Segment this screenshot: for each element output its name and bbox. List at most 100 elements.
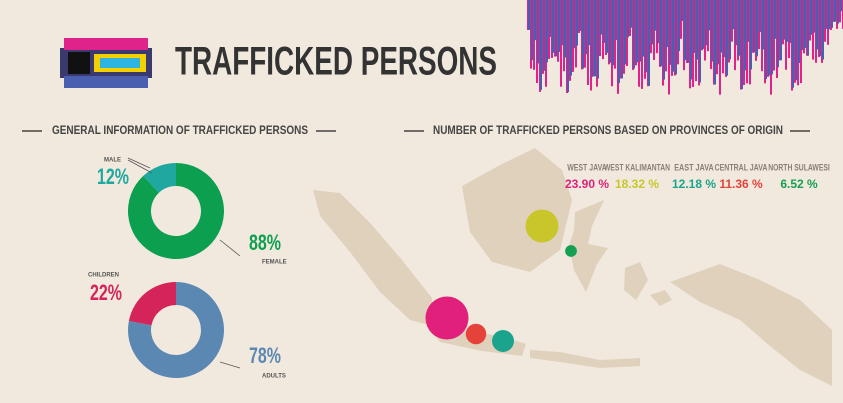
section-title: GENERAL INFORMATION OF TRAFFICKED PERSON… — [52, 123, 308, 137]
wave-bar — [558, 0, 560, 52]
wave-bar — [582, 0, 584, 69]
wave-bar — [804, 0, 806, 48]
wave-bar — [594, 0, 596, 77]
wave-bar — [768, 0, 770, 76]
wave-bar — [633, 0, 635, 69]
bubble — [425, 296, 469, 340]
wave-bar — [780, 0, 782, 61]
wave-bar — [717, 0, 719, 65]
value-label: 12% — [97, 164, 129, 189]
section-title: NUMBER OF TRAFFICKED PERSONS BASED ON PR… — [433, 123, 783, 137]
wave-bar — [606, 0, 608, 53]
segment-label: ADULTS — [262, 374, 286, 380]
wave-bar — [819, 0, 821, 57]
wave-bar — [720, 0, 722, 53]
leader-line — [219, 239, 241, 257]
wave-bar — [771, 0, 773, 75]
wave-bar — [573, 0, 575, 49]
wave-bar — [645, 0, 647, 73]
wave-bar — [684, 0, 686, 61]
value-label: 23.90 % — [565, 177, 609, 191]
value-label: 22% — [90, 280, 122, 305]
legend-label: CENTRAL JAVA — [715, 162, 768, 172]
wave-bar — [534, 0, 536, 41]
wave-bar — [648, 0, 650, 86]
wave-bar — [621, 0, 623, 79]
wave-bar — [543, 0, 545, 71]
wave-bar — [567, 0, 569, 93]
wave-bar — [774, 0, 776, 39]
wave-bar — [741, 0, 743, 90]
wave-bar — [795, 0, 797, 81]
legend-label: WEST JAVA — [567, 162, 607, 172]
page-title: TRAFFICKED PERSONS — [175, 40, 497, 84]
wave-bar — [660, 0, 662, 67]
wave-bar — [798, 0, 800, 64]
wave-bar — [822, 0, 824, 60]
wave-bar — [552, 0, 554, 53]
wave-bar — [630, 0, 632, 28]
wave-bar — [762, 0, 764, 50]
bubble — [565, 245, 577, 257]
bubble — [492, 330, 514, 352]
wave-bar — [561, 0, 563, 46]
segment-label: FEMALE — [262, 260, 287, 266]
wave-bar — [618, 0, 620, 84]
wave-bar — [687, 0, 689, 63]
wave-bar — [570, 0, 572, 76]
wave-bar — [840, 0, 842, 12]
donut-segment — [128, 282, 224, 378]
wave-bar — [585, 0, 587, 55]
wave-bar — [792, 0, 794, 88]
value-label: 88% — [249, 230, 281, 255]
wave-bar — [549, 0, 551, 37]
logo — [60, 38, 152, 88]
wave-bar — [756, 0, 758, 57]
wave-bar — [837, 0, 839, 24]
wave-bar — [813, 0, 815, 33]
wave-bar — [759, 0, 761, 32]
wave-bar — [609, 0, 611, 63]
wave-bar — [663, 0, 665, 80]
legend-label: WEST KALIMANTAN — [604, 162, 670, 172]
donut-segment — [128, 282, 176, 326]
wave-bar — [711, 0, 713, 62]
wave-bar — [639, 0, 641, 62]
wave-bar — [765, 0, 767, 80]
wave-bar — [681, 0, 683, 22]
decoration — [527, 0, 843, 95]
wave-bar — [699, 0, 701, 83]
wave-bar — [666, 0, 668, 48]
wave-bar — [825, 0, 827, 29]
segment-label: CHILDREN — [88, 273, 119, 279]
value-label: 6.52 % — [780, 177, 818, 191]
wave-bar — [540, 0, 542, 90]
value-label: 18.32 % — [615, 177, 659, 191]
wave-bar — [690, 0, 692, 80]
wave-bar — [627, 0, 629, 38]
wave-bar — [696, 0, 698, 60]
leader-line — [219, 361, 241, 369]
wave-bar — [747, 0, 749, 42]
wave-bar — [636, 0, 638, 63]
wave-bar — [528, 0, 530, 30]
wave-bar — [576, 0, 578, 46]
leader-line — [127, 157, 151, 169]
wave-bar — [603, 0, 605, 43]
wave-bar — [786, 0, 788, 42]
wave-bar — [651, 0, 653, 45]
wave-bar — [729, 0, 731, 60]
legend-label: NORTH SULAWESI — [768, 162, 830, 172]
wave-bar — [783, 0, 785, 40]
wave-bar — [753, 0, 755, 53]
wave-bar — [723, 0, 725, 58]
wave-bar — [657, 0, 659, 44]
wave-bar — [714, 0, 716, 85]
wave-bar — [642, 0, 644, 57]
wave-bar — [807, 0, 809, 56]
wave-bar — [579, 0, 581, 31]
wave-bar — [612, 0, 614, 66]
map — [313, 148, 832, 386]
wave-bar — [834, 0, 836, 22]
